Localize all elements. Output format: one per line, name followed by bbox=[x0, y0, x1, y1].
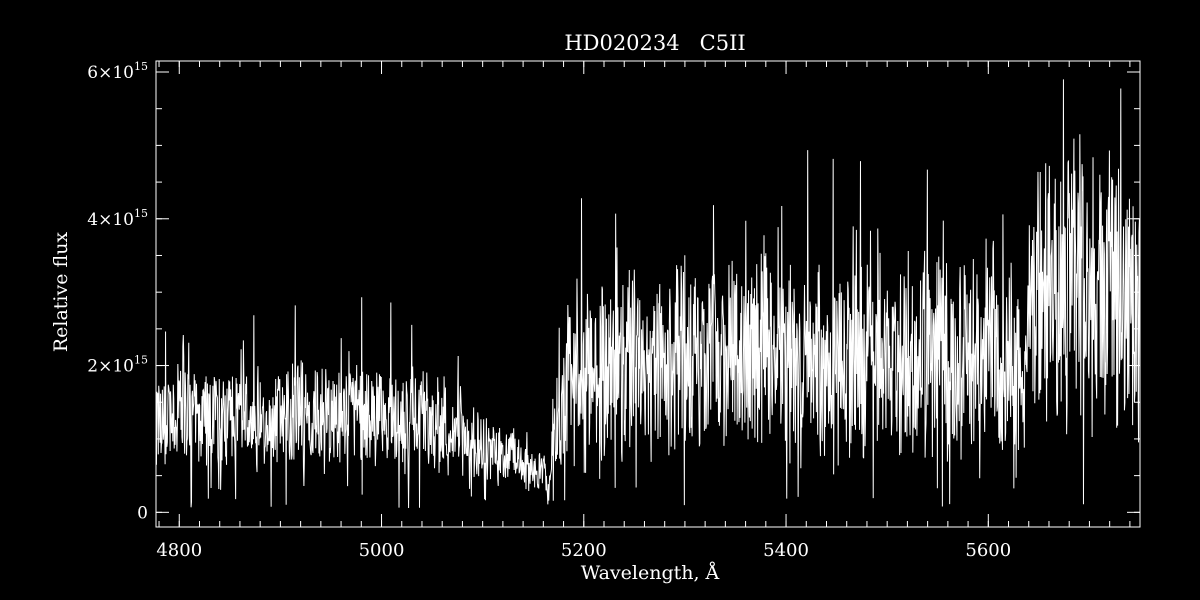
x-axis-label: Wavelength, Å bbox=[581, 562, 720, 584]
y-tick-label: 6×1015 bbox=[87, 60, 148, 83]
y-axis-label: Relative flux bbox=[50, 232, 72, 353]
y-tick-label: 4×1015 bbox=[87, 207, 148, 230]
y-tick-label: 0 bbox=[137, 503, 148, 523]
chart-title: HD020234 C5II bbox=[564, 31, 745, 55]
x-tick-label: 4800 bbox=[156, 540, 202, 561]
plot-frame bbox=[155, 60, 1141, 528]
x-tick-label: 5400 bbox=[763, 540, 809, 561]
y-tick-label: 2×1015 bbox=[87, 354, 148, 377]
x-tick-label: 5600 bbox=[965, 540, 1011, 561]
spectrum-line bbox=[155, 79, 1141, 509]
x-tick-label: 5200 bbox=[561, 540, 607, 561]
x-tick-label: 5000 bbox=[359, 540, 405, 561]
